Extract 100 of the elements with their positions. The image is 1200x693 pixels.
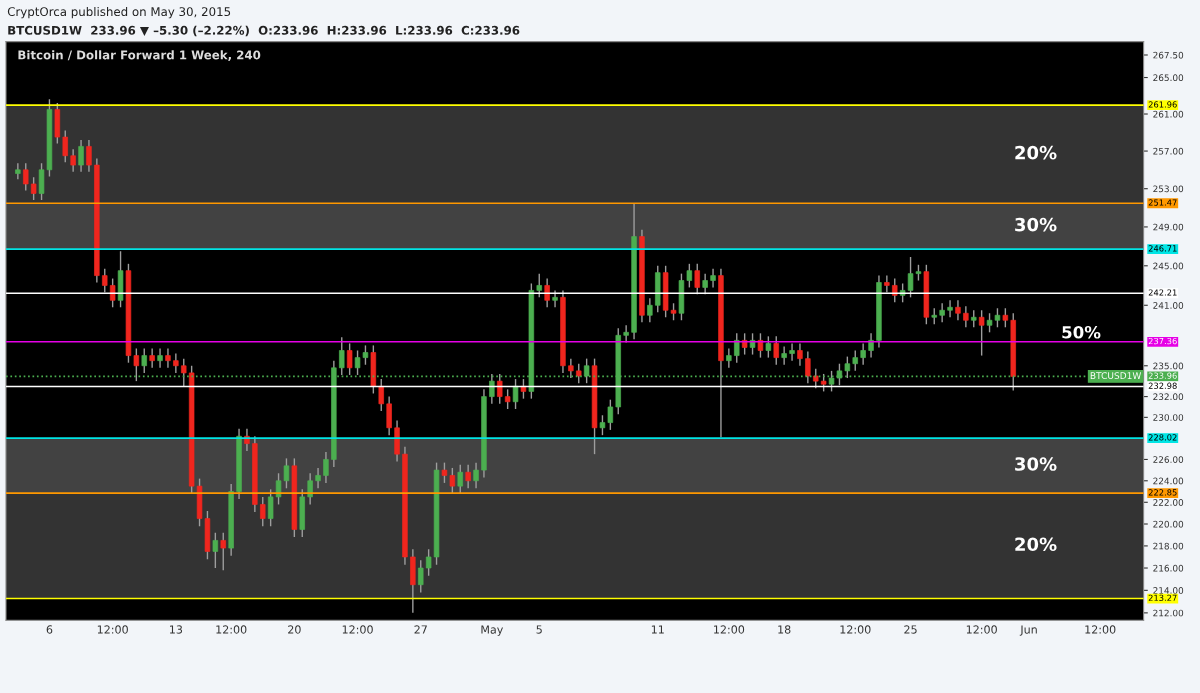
ref-line-label: 251.47: [1148, 199, 1177, 206]
text: CryptOrca published on May 30, 2015: [7, 6, 231, 19]
candlestick: [773, 335, 779, 366]
candlestick: [165, 347, 171, 369]
candlestick: [1002, 307, 1009, 328]
candlestick: [457, 464, 463, 495]
candlestick: [212, 532, 219, 569]
candlestick: [947, 299, 953, 318]
candlestick: [181, 357, 187, 387]
y-tick-label: 218.00: [1153, 542, 1184, 550]
candlestick: [647, 297, 653, 323]
candlestick: [23, 162, 29, 192]
candlestick: [978, 309, 985, 357]
y-tick-label: 267.50: [1153, 51, 1184, 59]
candlestick: [504, 388, 511, 410]
y-tick-label: 214.00: [1153, 587, 1184, 594]
x-tick-label: 20: [288, 625, 301, 634]
candlestick: [781, 345, 787, 366]
y-tick-label: 230.00: [1153, 414, 1184, 421]
candlestick: [576, 363, 582, 384]
x-tick-label: 5: [536, 625, 542, 634]
x-tick-label: Jun: [1019, 625, 1037, 636]
candlestick: [797, 342, 803, 367]
candlestick: [133, 347, 140, 382]
candlestick: [860, 342, 866, 366]
candlestick: [852, 349, 858, 372]
y-tick-label: 222.00: [1153, 499, 1184, 506]
candlestick: [710, 268, 716, 289]
candlestick: [765, 335, 772, 359]
candlestick: [141, 347, 147, 374]
band-label: 20%: [1015, 145, 1057, 160]
y-tick-label: 235.00: [1153, 362, 1184, 370]
candlestick: [149, 347, 155, 369]
ref-line-label: 261.96: [1148, 101, 1177, 108]
x-tick-label: 12:00: [342, 625, 373, 634]
text: Bitcoin / Dollar Forward 1 Week, 240: [18, 50, 261, 61]
x-tick-label: 12:00: [1085, 625, 1116, 634]
candlestick: [378, 378, 384, 412]
x-tick-label: 12:00: [216, 625, 247, 634]
x-tick-label: 12:00: [966, 625, 997, 634]
candlestick: [726, 347, 732, 369]
candlestick: [805, 350, 811, 384]
candlestick: [512, 378, 519, 410]
y-tick-label: 232.00: [1153, 393, 1184, 401]
x-tick-label: May: [481, 625, 503, 636]
candlestick: [307, 472, 313, 506]
candlestick: [955, 299, 961, 321]
y-tick-label: 212.00: [1153, 609, 1184, 617]
band-label: 20%: [1015, 537, 1057, 552]
candlestick: [536, 272, 542, 299]
annotation: BTCUSD1W: [1090, 372, 1142, 380]
y-tick-label: 220.00: [1153, 520, 1184, 528]
y-tick-label: 249.00: [1153, 223, 1184, 231]
candlestick: [323, 451, 329, 484]
candlestick: [813, 368, 819, 390]
candlestick: [86, 139, 92, 173]
candlestick: [346, 342, 353, 376]
candlestick: [102, 268, 108, 294]
candlestick: [260, 496, 266, 527]
x-tick-label: 18: [778, 625, 791, 634]
y-tick-label: 216.00: [1153, 564, 1184, 572]
ref-line-label: 232.98: [1148, 382, 1177, 389]
y-tick-label: 245.00: [1153, 262, 1184, 270]
candlestick: [425, 548, 432, 577]
candlestick: [220, 532, 226, 571]
ref-line-label: 237.36: [1148, 337, 1177, 345]
ref-line-label: 246.71: [1148, 245, 1177, 252]
candlestick: [386, 395, 392, 436]
band-label: 30%: [1015, 457, 1057, 471]
candlestick: [315, 467, 321, 489]
candlestick: [939, 302, 945, 323]
candlestick: [15, 162, 21, 180]
x-tick-label: 25: [904, 625, 917, 634]
candlestick: [70, 148, 76, 173]
y-tick-label: 224.00: [1153, 477, 1184, 485]
candlestick: [520, 378, 527, 400]
candlestick: [465, 464, 471, 489]
candlestick: [734, 332, 740, 364]
candlestick: [441, 461, 448, 484]
candlestick: [789, 342, 795, 362]
band-label: 30%: [1015, 217, 1057, 232]
ref-line-label: 233.96: [1148, 372, 1177, 379]
candlestick: [963, 305, 969, 328]
y-tick-label: 261.00: [1153, 110, 1184, 118]
x-tick-label: 6: [46, 625, 53, 634]
candlestick: [544, 277, 550, 308]
ref-line-label: 213.27: [1148, 594, 1177, 601]
candlestick: [78, 139, 84, 173]
y-tick-label: 253.00: [1153, 185, 1184, 193]
candlestick: [568, 357, 574, 379]
candlestick: [267, 488, 274, 527]
candlestick: [30, 176, 37, 201]
candlestick: [109, 277, 116, 308]
candlestick: [418, 559, 424, 594]
x-tick-label: 11: [651, 625, 664, 634]
y-tick-label: 265.00: [1153, 74, 1184, 82]
y-tick-label: 241.00: [1153, 302, 1184, 309]
candlestick: [607, 398, 614, 431]
y-tick-label: 226.00: [1153, 456, 1184, 463]
x-tick-label: 12:00: [714, 625, 745, 634]
